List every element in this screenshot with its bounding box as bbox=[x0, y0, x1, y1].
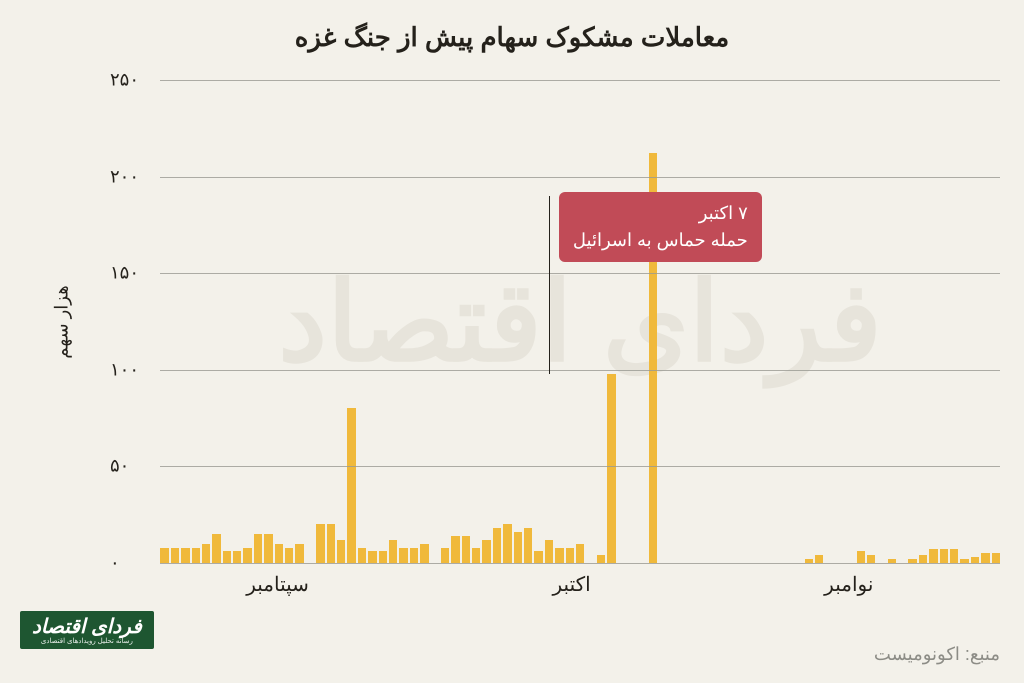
bar bbox=[472, 548, 480, 563]
bar bbox=[316, 524, 324, 563]
x-axis-label: سپتامبر bbox=[246, 572, 309, 597]
bar bbox=[285, 548, 293, 563]
logo-sub: رسانه تحلیل رویدادهای اقتصادی bbox=[32, 638, 142, 645]
bar bbox=[503, 524, 511, 563]
grid-line bbox=[160, 80, 1000, 81]
bar bbox=[192, 548, 200, 563]
bar bbox=[254, 534, 262, 563]
bar bbox=[545, 540, 553, 563]
bar bbox=[950, 549, 958, 563]
bar bbox=[264, 534, 272, 563]
grid-line bbox=[160, 466, 1000, 467]
chart-title: معاملات مشکوک سهام پیش از جنگ غزه bbox=[0, 22, 1024, 53]
bar bbox=[389, 540, 397, 563]
grid-line bbox=[160, 273, 1000, 274]
grid-line bbox=[160, 563, 1000, 564]
x-axis-label: نوامبر bbox=[824, 572, 873, 597]
bar bbox=[379, 551, 387, 563]
y-axis-title: هزار سهم bbox=[52, 285, 73, 358]
callout-line1: ۷ اکتبر bbox=[573, 200, 748, 227]
bar bbox=[607, 374, 615, 563]
bar bbox=[368, 551, 376, 563]
bar bbox=[410, 548, 418, 563]
bar bbox=[867, 555, 875, 563]
bar bbox=[223, 551, 231, 563]
bar bbox=[534, 551, 542, 563]
x-axis-label: اکتبر bbox=[553, 572, 591, 597]
bar bbox=[857, 551, 865, 563]
bar bbox=[815, 555, 823, 563]
bar bbox=[451, 536, 459, 563]
bar bbox=[493, 528, 501, 563]
bar bbox=[181, 548, 189, 563]
bar bbox=[171, 548, 179, 563]
bar bbox=[202, 544, 210, 563]
source-credit: منبع: اکونومیست bbox=[874, 644, 1000, 665]
publisher-logo: فردای اقتصاد رسانه تحلیل رویدادهای اقتصا… bbox=[20, 611, 154, 649]
bar bbox=[212, 534, 220, 563]
bar bbox=[555, 548, 563, 563]
bar bbox=[358, 548, 366, 563]
y-tick-label: ۱۵۰ bbox=[110, 263, 154, 284]
grid-line bbox=[160, 177, 1000, 178]
bar bbox=[524, 528, 532, 563]
bar bbox=[347, 408, 355, 563]
bar bbox=[919, 555, 927, 563]
bar bbox=[399, 548, 407, 563]
bar bbox=[940, 549, 948, 563]
grid-line bbox=[160, 370, 1000, 371]
bar bbox=[514, 532, 522, 563]
bar bbox=[482, 540, 490, 563]
y-tick-label: ۲۵۰ bbox=[110, 70, 154, 91]
bar bbox=[929, 549, 937, 563]
bar bbox=[992, 553, 1000, 563]
plot-area: فردای اقتصاد bbox=[160, 80, 1000, 563]
bar bbox=[337, 540, 345, 563]
bar bbox=[295, 544, 303, 563]
callout-line bbox=[549, 196, 550, 374]
bar bbox=[597, 555, 605, 563]
bar bbox=[243, 548, 251, 563]
bar bbox=[327, 524, 335, 563]
y-tick-label: ۵۰ bbox=[110, 456, 154, 477]
bar bbox=[462, 536, 470, 563]
bar bbox=[566, 548, 574, 563]
bar bbox=[576, 544, 584, 563]
logo-main: فردای اقتصاد bbox=[32, 616, 142, 638]
y-tick-label: ۲۰۰ bbox=[110, 166, 154, 187]
callout-line2: حمله حماس به اسرائیل bbox=[573, 227, 748, 254]
bar bbox=[275, 544, 283, 563]
bar bbox=[160, 548, 168, 563]
y-tick-label: ۱۰۰ bbox=[110, 359, 154, 380]
y-tick-label: ۰ bbox=[110, 553, 154, 574]
bar bbox=[441, 548, 449, 563]
bar bbox=[233, 551, 241, 563]
bar-series bbox=[160, 80, 1000, 563]
bar bbox=[981, 553, 989, 563]
callout-box: ۷ اکتبرحمله حماس به اسرائیل bbox=[559, 192, 762, 262]
bar bbox=[420, 544, 428, 563]
